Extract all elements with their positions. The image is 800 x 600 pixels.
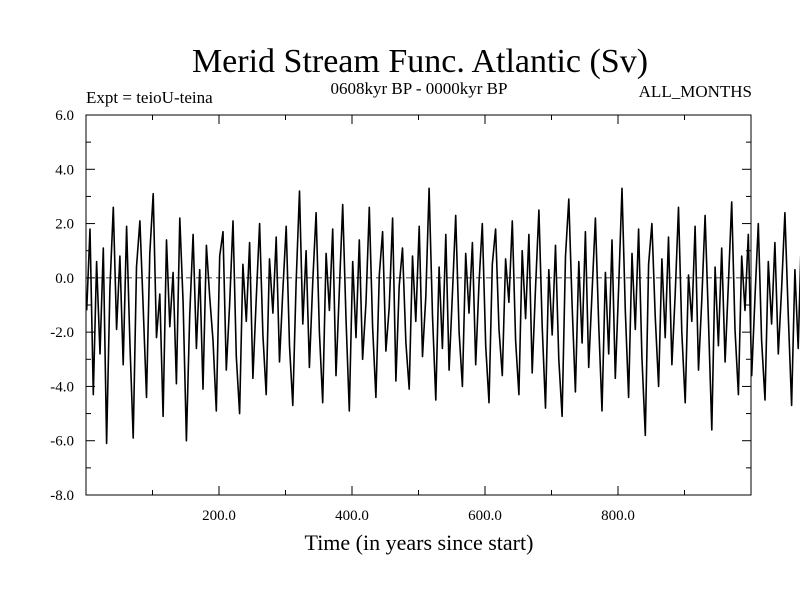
y-tick-label: 0.0 [55, 271, 74, 287]
y-tick-label: 2.0 [55, 217, 74, 233]
y-tick-label: -2.0 [50, 325, 74, 341]
time-range-label: 0608kyr BP - 0000kyr BP [331, 79, 508, 98]
experiment-label: Expt = teioU-teina [86, 88, 213, 107]
months-label: ALL_MONTHS [639, 82, 752, 101]
x-tick-labels: 200.0 400.0 600.0 800.0 [202, 508, 635, 524]
y-tick-label: -4.0 [50, 379, 74, 395]
y-tick-label: 6.0 [55, 108, 74, 124]
x-axis-label: Time (in years since start) [305, 530, 534, 555]
x-tick-label: 200.0 [202, 508, 236, 524]
y-tick-labels: 6.0 4.0 2.0 0.0 -2.0 -4.0 -6.0 -8.0 [50, 108, 74, 504]
chart-title: Merid Stream Func. Atlantic (Sv) [192, 43, 648, 80]
data-series-line [85, 187, 800, 445]
y-tick-label: 4.0 [55, 162, 74, 178]
y-tick-label: -6.0 [50, 434, 74, 450]
y-tick-label: -8.0 [50, 488, 74, 504]
x-tick-label: 400.0 [335, 508, 369, 524]
plot-frame [85, 114, 752, 496]
x-tick-label: 600.0 [468, 508, 502, 524]
x-tick-marks [152, 115, 685, 495]
x-tick-label: 800.0 [601, 508, 635, 524]
